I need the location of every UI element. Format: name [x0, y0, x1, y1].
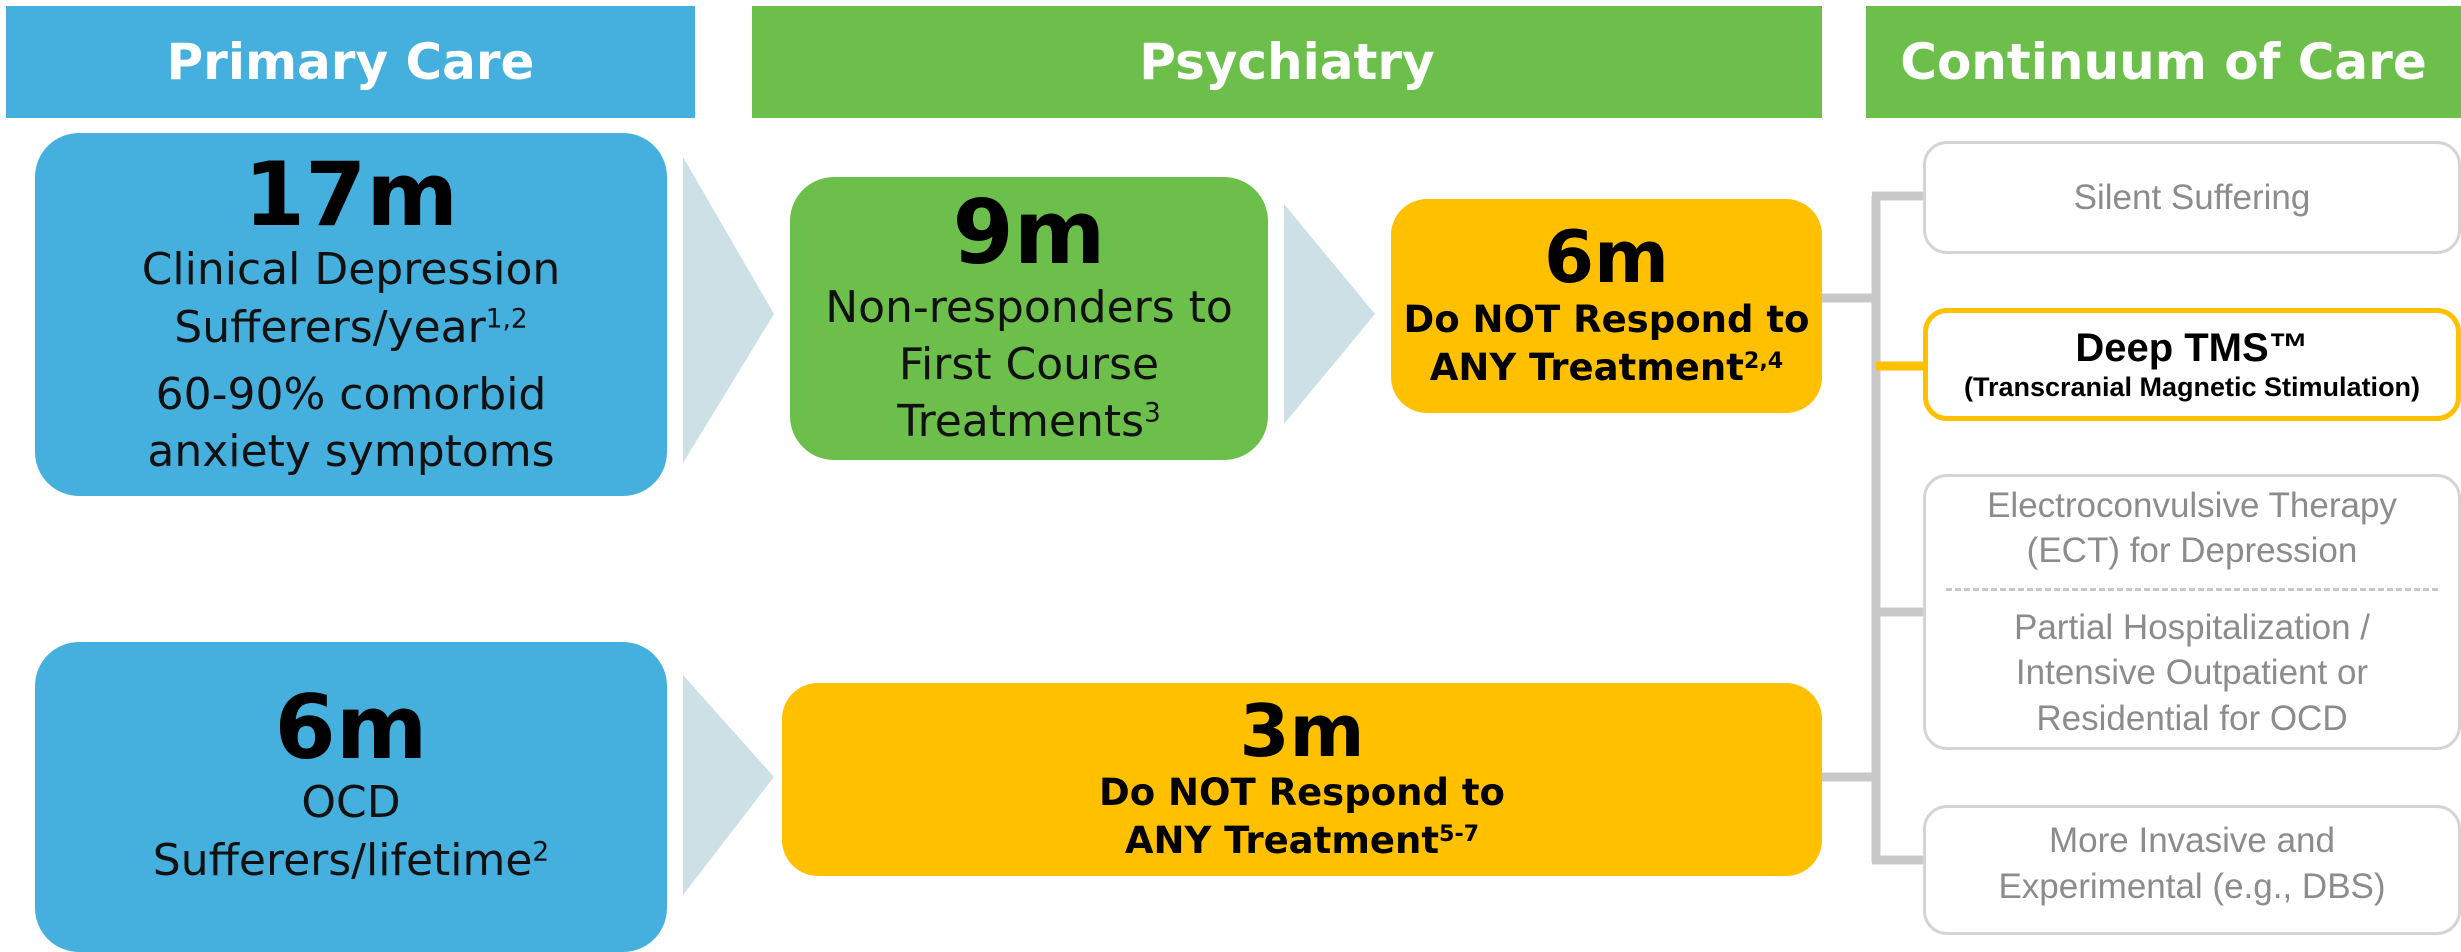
- label: More Invasive and Experimental (e.g., DB…: [1998, 821, 2386, 906]
- chevron: [683, 675, 774, 895]
- figure: 17m: [243, 142, 459, 246]
- footnote-ref: 1,2: [485, 302, 528, 334]
- connectors: [683, 157, 1923, 895]
- label: OCD: [301, 777, 401, 829]
- header-text: Primary Care: [166, 33, 535, 91]
- label: Sufferers/lifetime: [152, 834, 533, 886]
- care-option-highlight: Deep TMS™ (Transcranial Magnetic Stimula…: [1923, 308, 2461, 421]
- figure: 3m: [1239, 688, 1365, 773]
- figure: 6m: [274, 676, 428, 779]
- label: Silent Suffering: [2073, 177, 2311, 217]
- label: Partial Hospitalization / Intensive Outp…: [2014, 607, 2370, 738]
- bracket: [1822, 191, 1923, 865]
- page: Primary Care Psychiatry Continuum of Car…: [6, 6, 2461, 952]
- chevron: [1284, 204, 1375, 424]
- resistant-box: 6m Do NOT Respond to ANY Treatment2,4: [1391, 199, 1822, 413]
- divider: [1946, 587, 2438, 591]
- care-option: Electroconvulsive Therapy (ECT) for Depr…: [1923, 474, 2461, 750]
- sublabel: (Transcranial Magnetic Stimulation): [1963, 372, 2421, 403]
- depression-box: 17m Clinical Depression Sufferers/year1,…: [35, 133, 667, 496]
- footnote-ref: 3: [1144, 397, 1161, 429]
- figure: 9m: [952, 180, 1106, 284]
- header: Continuum of Care: [1866, 6, 2461, 118]
- footnote-ref: 2,4: [1743, 347, 1784, 374]
- label: Deep TMS™: [2075, 326, 2309, 371]
- chevron: [683, 157, 774, 463]
- label: Do NOT Respond to ANY Treatment: [1099, 771, 1505, 863]
- footnote-ref: 2: [532, 836, 550, 868]
- header-text: Continuum of Care: [1900, 33, 2427, 91]
- header-text: Psychiatry: [1139, 33, 1435, 91]
- label: Sufferers/year: [174, 301, 486, 353]
- nonresponders-box: 9m Non-responders to First Course Treatm…: [790, 177, 1268, 460]
- label: Do NOT Respond to ANY Treatment: [1403, 297, 1810, 389]
- header: Psychiatry: [752, 6, 1822, 118]
- note: 60-90% comorbid anxiety symptoms: [147, 368, 555, 477]
- care-option: Silent Suffering: [1923, 141, 2461, 254]
- ocd-resistant-box: 3m Do NOT Respond to ANY Treatment5-7: [782, 683, 1822, 876]
- figure: 6m: [1543, 215, 1670, 300]
- label: Clinical Depression: [141, 244, 561, 296]
- label: Non-responders to First Course Treatment…: [825, 281, 1233, 448]
- care-option: More Invasive and Experimental (e.g., DB…: [1923, 805, 2461, 935]
- footnote-ref: 5-7: [1439, 821, 1480, 848]
- label-line: Sufferers/year1,2: [174, 299, 527, 356]
- ocd-box: 6m OCD Sufferers/lifetime2: [35, 642, 667, 952]
- header: Primary Care: [6, 6, 695, 118]
- label: Electroconvulsive Therapy (ECT) for Depr…: [1987, 485, 2397, 571]
